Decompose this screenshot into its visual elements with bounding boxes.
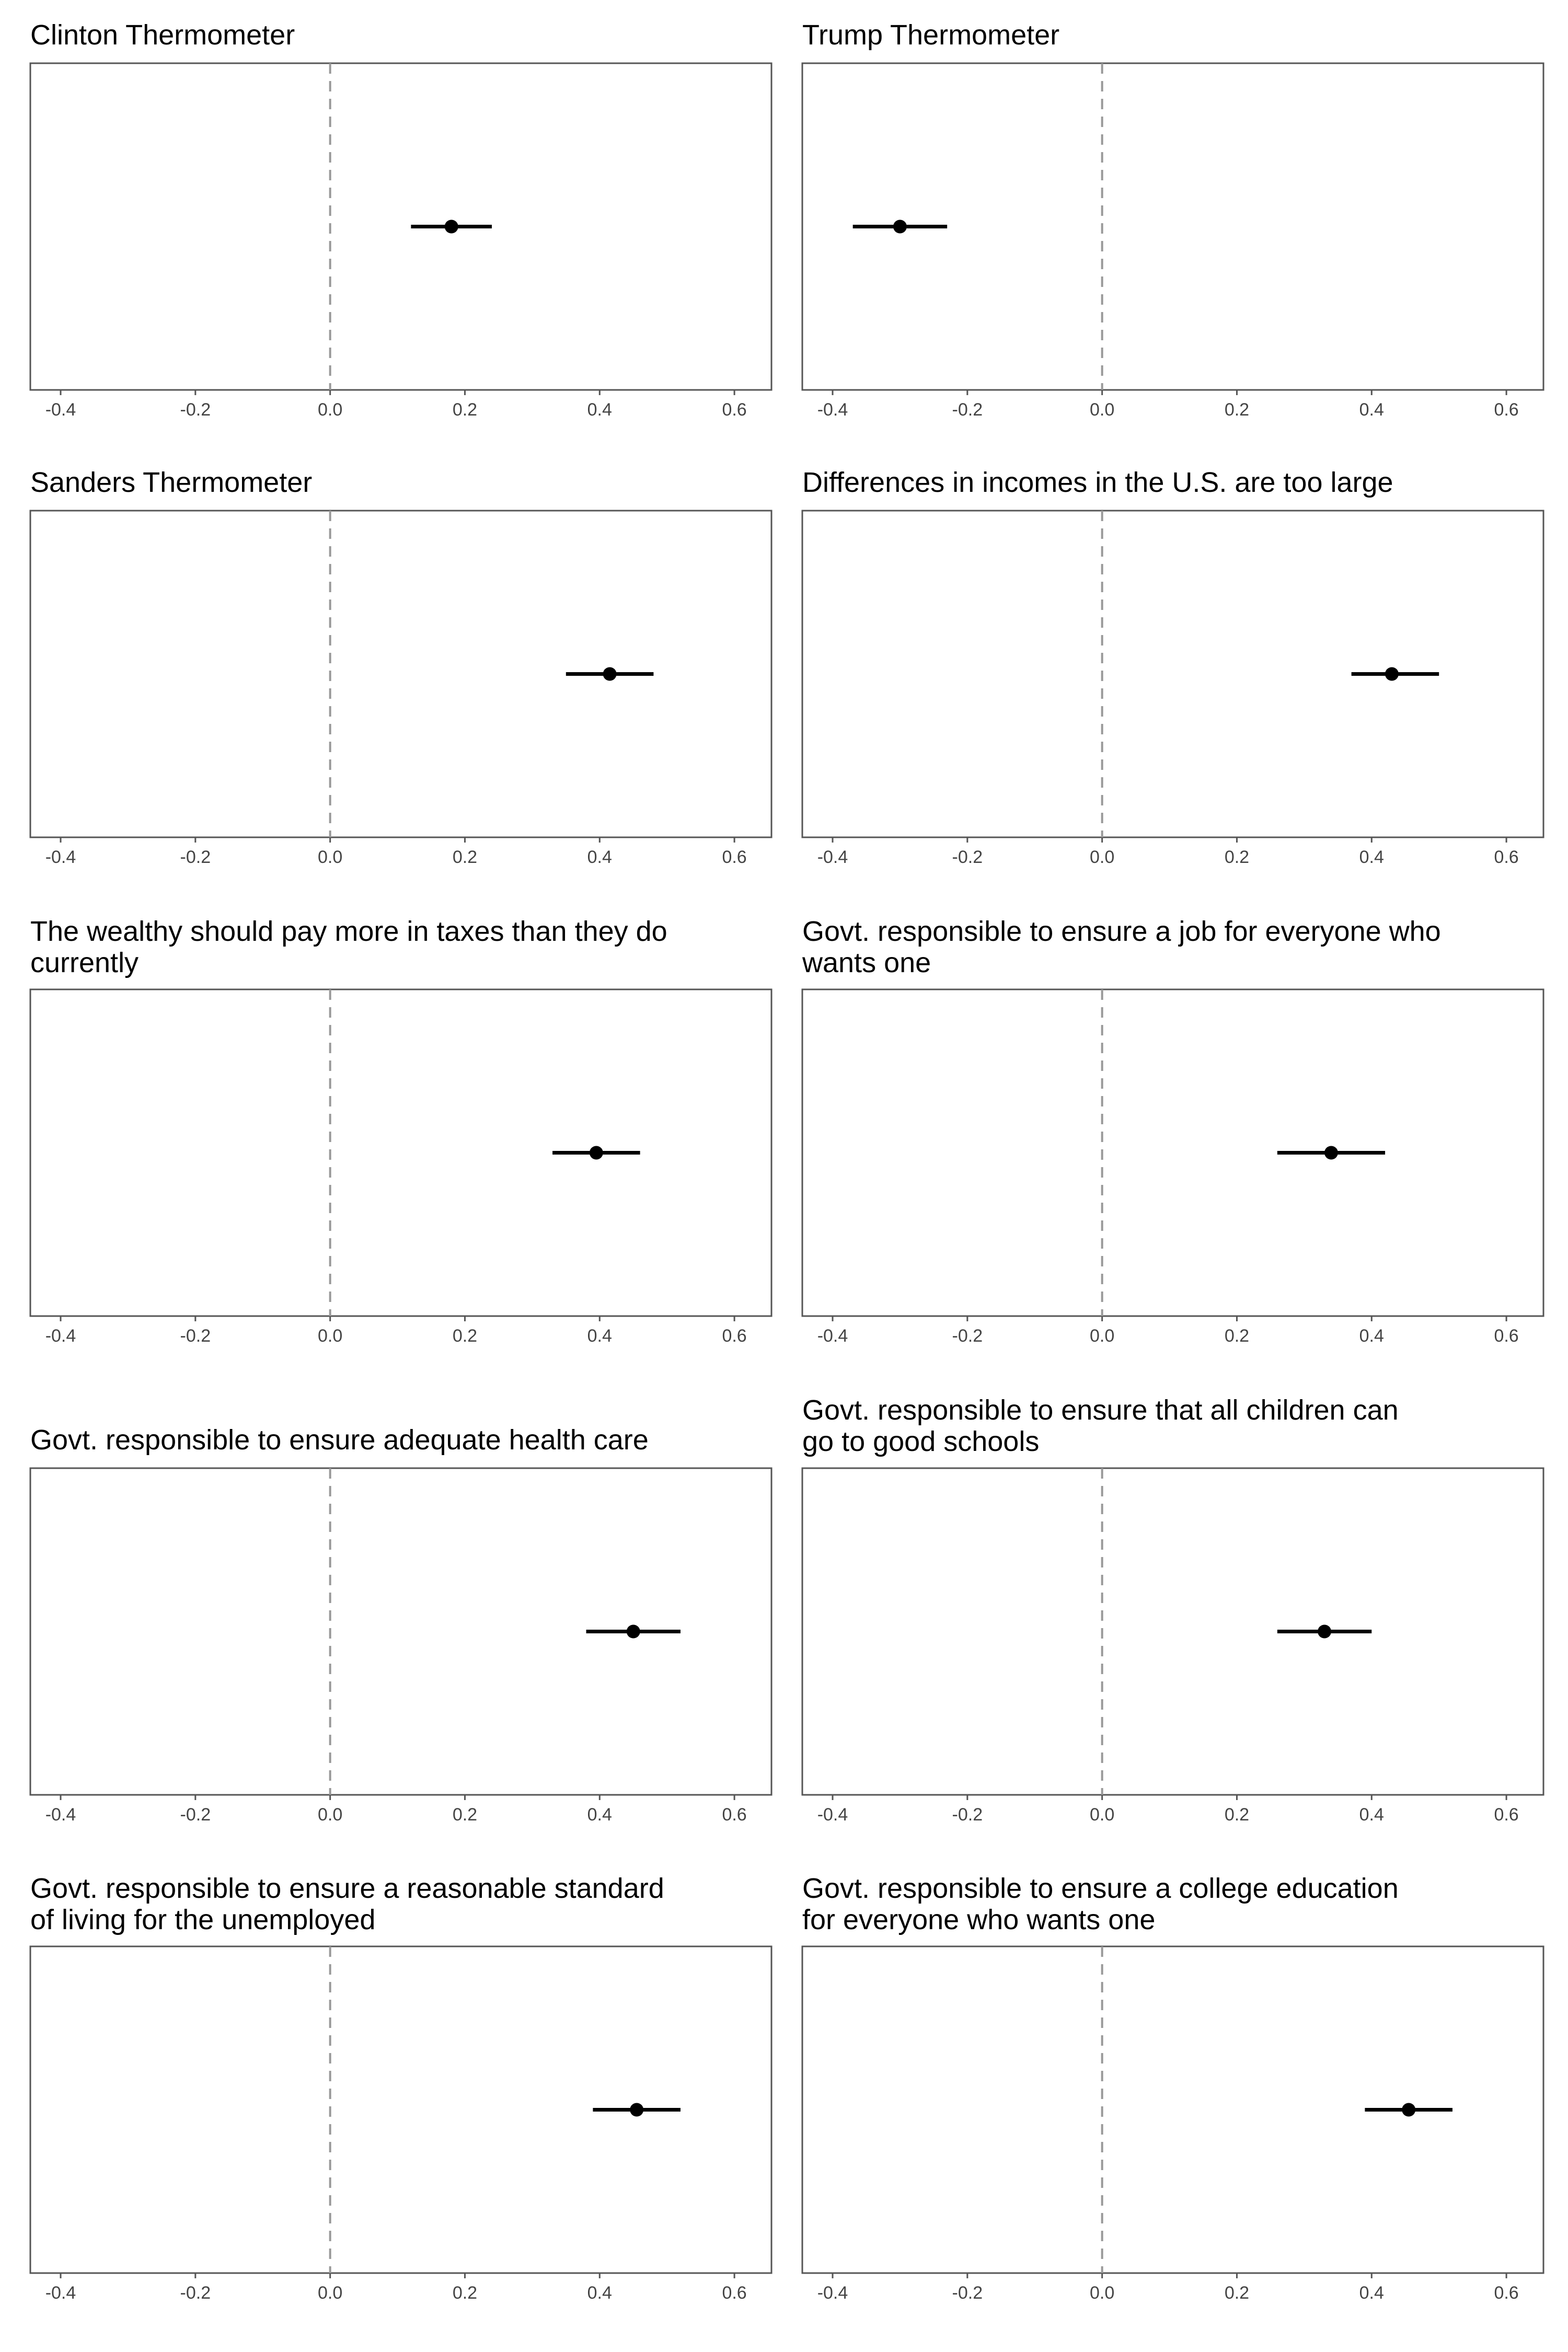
- point-estimate: [1324, 1146, 1338, 1160]
- x-tick-label: 0.6: [722, 847, 746, 867]
- panel-title: Govt. responsible to ensure a reasonable…: [30, 1873, 664, 1904]
- x-tick-label: 0.0: [1090, 2283, 1114, 2303]
- x-tick-label: 0.0: [318, 1326, 342, 1346]
- panel-title: Govt. responsible to ensure a college ed…: [802, 1873, 1399, 1904]
- x-tick-label: -0.2: [180, 1326, 211, 1346]
- x-tick-label: -0.2: [952, 1805, 983, 1825]
- point-estimate: [444, 220, 458, 234]
- point-estimate: [1318, 1624, 1332, 1639]
- panel-title: Differences in incomes in the U.S. are t…: [802, 467, 1393, 498]
- x-tick-label: -0.4: [45, 847, 76, 867]
- panel-title: Trump Thermometer: [802, 19, 1059, 51]
- x-tick-label: 0.0: [1090, 847, 1114, 867]
- x-tick-label: 0.2: [1225, 1805, 1249, 1825]
- x-tick-label: 0.6: [722, 2283, 746, 2303]
- x-tick-label: 0.2: [453, 2283, 477, 2303]
- x-tick-label: 0.4: [1359, 2283, 1384, 2303]
- x-tick-label: 0.4: [587, 2283, 612, 2303]
- x-tick-label: 0.0: [1090, 1326, 1114, 1346]
- x-tick-label: 0.4: [587, 847, 612, 867]
- x-tick-label: 0.6: [1494, 2283, 1518, 2303]
- x-tick-label: 0.0: [1090, 1805, 1114, 1825]
- x-tick-label: -0.2: [952, 1326, 983, 1346]
- panel-title: currently: [30, 947, 139, 978]
- x-tick-label: 0.4: [1359, 400, 1384, 420]
- panel-frame: [29, 988, 773, 1317]
- x-tick-label: -0.2: [952, 400, 983, 420]
- panel-frame: [801, 1467, 1544, 1796]
- panel-title: wants one: [802, 947, 931, 978]
- panel-title: Sanders Thermometer: [30, 467, 312, 498]
- point-estimate: [626, 1624, 640, 1639]
- x-tick-label: 0.0: [318, 2283, 342, 2303]
- x-tick-label: 0.0: [318, 847, 342, 867]
- x-tick-label: 0.2: [1225, 1326, 1249, 1346]
- x-tick-label: -0.4: [45, 1326, 76, 1346]
- x-tick-label: -0.2: [180, 2283, 211, 2303]
- x-tick-label: 0.0: [1090, 400, 1114, 420]
- panel-title: Clinton Thermometer: [30, 19, 295, 51]
- x-tick-label: 0.6: [1494, 400, 1518, 420]
- x-tick-label: 0.2: [453, 400, 477, 420]
- panel-title: go to good schools: [802, 1426, 1039, 1457]
- x-tick-label: 0.6: [1494, 1326, 1518, 1346]
- x-tick-label: -0.2: [952, 847, 983, 867]
- x-tick-label: -0.4: [817, 2283, 848, 2303]
- x-tick-label: 0.4: [587, 1326, 612, 1346]
- point-estimate: [893, 220, 907, 234]
- x-tick-label: -0.2: [180, 1805, 211, 1825]
- point-estimate: [589, 1146, 603, 1160]
- panel-title: for everyone who wants one: [802, 1904, 1155, 1935]
- x-tick-label: 0.2: [1225, 847, 1249, 867]
- x-tick-label: 0.2: [453, 847, 477, 867]
- point-estimate: [603, 667, 617, 681]
- x-tick-label: -0.2: [180, 400, 211, 420]
- x-tick-label: -0.4: [817, 847, 848, 867]
- x-tick-label: -0.4: [817, 1326, 848, 1346]
- x-tick-label: 0.6: [722, 1326, 746, 1346]
- x-tick-label: 0.2: [1225, 400, 1249, 420]
- x-tick-label: -0.2: [952, 2283, 983, 2303]
- panel-frame: [29, 510, 773, 838]
- x-tick-label: -0.4: [45, 400, 76, 420]
- x-tick-label: 0.4: [1359, 1326, 1384, 1346]
- panel-title: Govt. responsible to ensure that all chi…: [802, 1394, 1399, 1426]
- x-tick-label: 0.6: [722, 1805, 746, 1825]
- panel-frame: [29, 62, 773, 391]
- x-tick-label: 0.2: [453, 1326, 477, 1346]
- x-tick-label: 0.0: [318, 400, 342, 420]
- x-tick-label: 0.4: [1359, 1805, 1384, 1825]
- x-tick-label: -0.4: [817, 400, 848, 420]
- panel-title: The wealthy should pay more in taxes tha…: [30, 916, 667, 947]
- x-tick-label: 0.4: [587, 1805, 612, 1825]
- x-tick-label: -0.4: [45, 1805, 76, 1825]
- x-tick-label: 0.6: [1494, 1805, 1518, 1825]
- panel-title: Govt. responsible to ensure adequate hea…: [30, 1424, 649, 1456]
- x-tick-label: 0.2: [453, 1805, 477, 1825]
- point-estimate: [1402, 2103, 1416, 2117]
- x-tick-label: 0.2: [1225, 2283, 1249, 2303]
- panel-title: of living for the unemployed: [30, 1904, 375, 1935]
- x-tick-label: -0.4: [817, 1805, 848, 1825]
- x-tick-label: 0.6: [1494, 847, 1518, 867]
- point-estimate: [630, 2103, 644, 2117]
- x-tick-label: -0.2: [180, 847, 211, 867]
- x-tick-label: 0.6: [722, 400, 746, 420]
- panel-frame: [801, 988, 1544, 1317]
- x-tick-label: 0.4: [1359, 847, 1384, 867]
- x-tick-label: -0.4: [45, 2283, 76, 2303]
- point-estimate: [1385, 667, 1399, 681]
- x-tick-label: 0.4: [587, 400, 612, 420]
- panel-title: Govt. responsible to ensure a job for ev…: [802, 916, 1441, 947]
- x-tick-label: 0.0: [318, 1805, 342, 1825]
